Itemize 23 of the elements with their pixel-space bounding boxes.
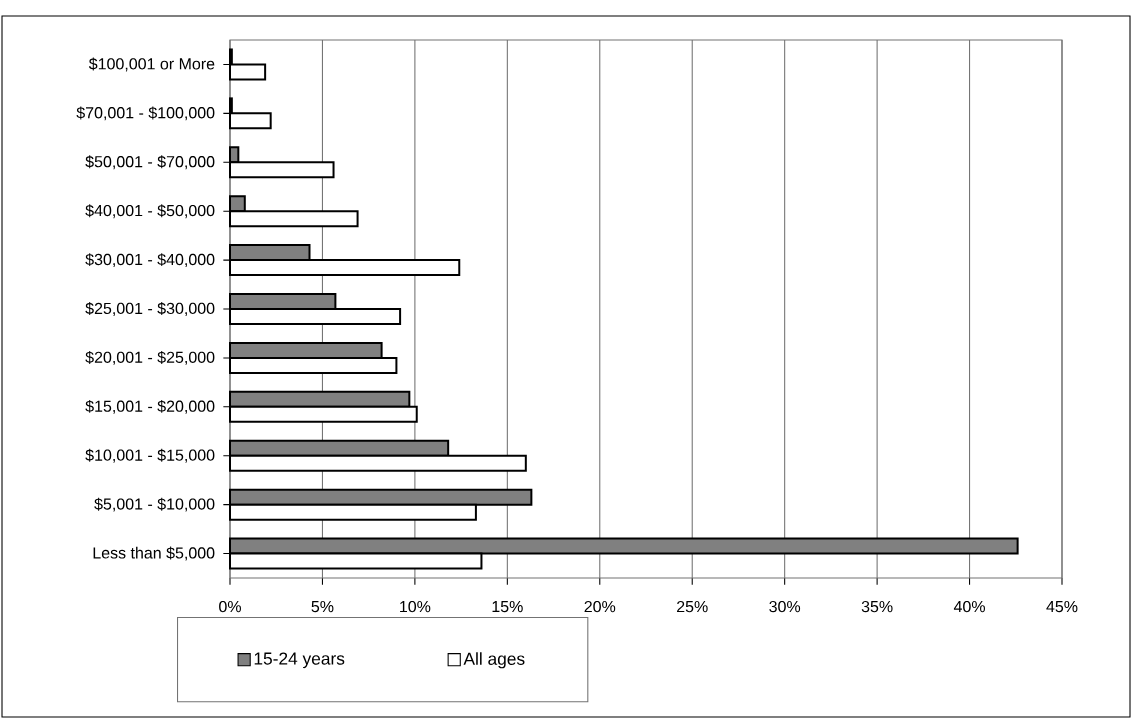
y-tick-label: $15,001 - $20,000 bbox=[85, 399, 215, 414]
legend-label: All ages bbox=[463, 652, 525, 669]
x-tick-label: 40% bbox=[953, 600, 985, 613]
y-tick-label: $100,001 or More bbox=[88, 57, 215, 72]
x-tick-label: 20% bbox=[584, 600, 616, 613]
x-tick-label: 45% bbox=[1046, 600, 1078, 613]
y-tick-label: $10,001 - $15,000 bbox=[85, 448, 215, 463]
y-tick-label: $50,001 - $70,000 bbox=[85, 155, 215, 170]
y-tick-label: $25,001 - $30,000 bbox=[85, 302, 215, 316]
y-tick-label: $70,001 - $100,000 bbox=[76, 106, 215, 121]
x-tick-label: 5% bbox=[311, 600, 334, 613]
legend-label: 15-24 years bbox=[254, 652, 345, 669]
y-tick-label: $30,001 - $40,000 bbox=[85, 253, 215, 268]
x-tick-label: 30% bbox=[769, 600, 801, 613]
y-tick-label: $40,001 - $50,000 bbox=[85, 204, 215, 219]
x-tick-label: 15% bbox=[492, 600, 523, 613]
y-tick-label: Less than $5,000 bbox=[93, 546, 215, 561]
y-tick-label: $5,001 - $10,000 bbox=[94, 497, 215, 512]
x-tick-label: 25% bbox=[677, 600, 708, 613]
x-tick-label: 10% bbox=[400, 600, 431, 613]
x-tick-label: 0% bbox=[219, 600, 241, 613]
y-tick-label: $20,001 - $25,000 bbox=[85, 350, 215, 365]
x-tick-label: 35% bbox=[861, 600, 893, 613]
